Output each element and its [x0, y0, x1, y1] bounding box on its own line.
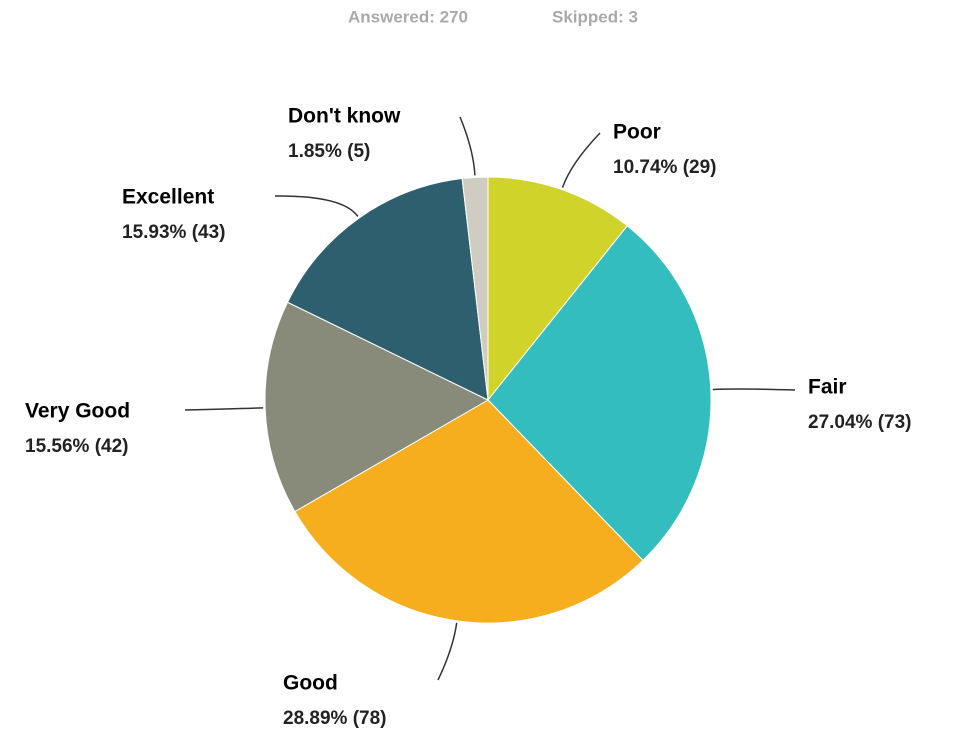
skipped: Skipped: 3 [552, 7, 638, 26]
slice-value-label: 27.04% (73) [808, 412, 912, 433]
pie-slice [461, 176, 489, 401]
slice-label: Fair [808, 376, 847, 399]
leader-line [459, 116, 476, 176]
pie-slice [487, 176, 629, 402]
pie-slice [294, 399, 644, 624]
leader-line [184, 407, 264, 411]
pie-slice [487, 225, 712, 562]
leader-line [274, 195, 359, 217]
answered: Answered: 270 [348, 7, 468, 26]
slice-value-label: 15.93% (43) [122, 222, 226, 243]
leader-line [561, 132, 601, 188]
pie-slice [286, 177, 489, 401]
slice-label: Very Good [25, 400, 130, 423]
slice-label: Good [283, 672, 338, 695]
slice-label: Poor [613, 121, 661, 144]
slice-label: Don't know [288, 105, 401, 128]
pie-slice [264, 301, 490, 513]
slice-value-label: 10.74% (29) [613, 157, 717, 178]
slice-label: Excellent [122, 186, 214, 209]
leader-line [712, 388, 796, 391]
slice-value-label: 1.85% (5) [288, 141, 370, 162]
leader-line [437, 622, 458, 681]
slice-value-label: 28.89% (78) [283, 708, 387, 729]
slice-value-label: 15.56% (42) [25, 436, 129, 457]
